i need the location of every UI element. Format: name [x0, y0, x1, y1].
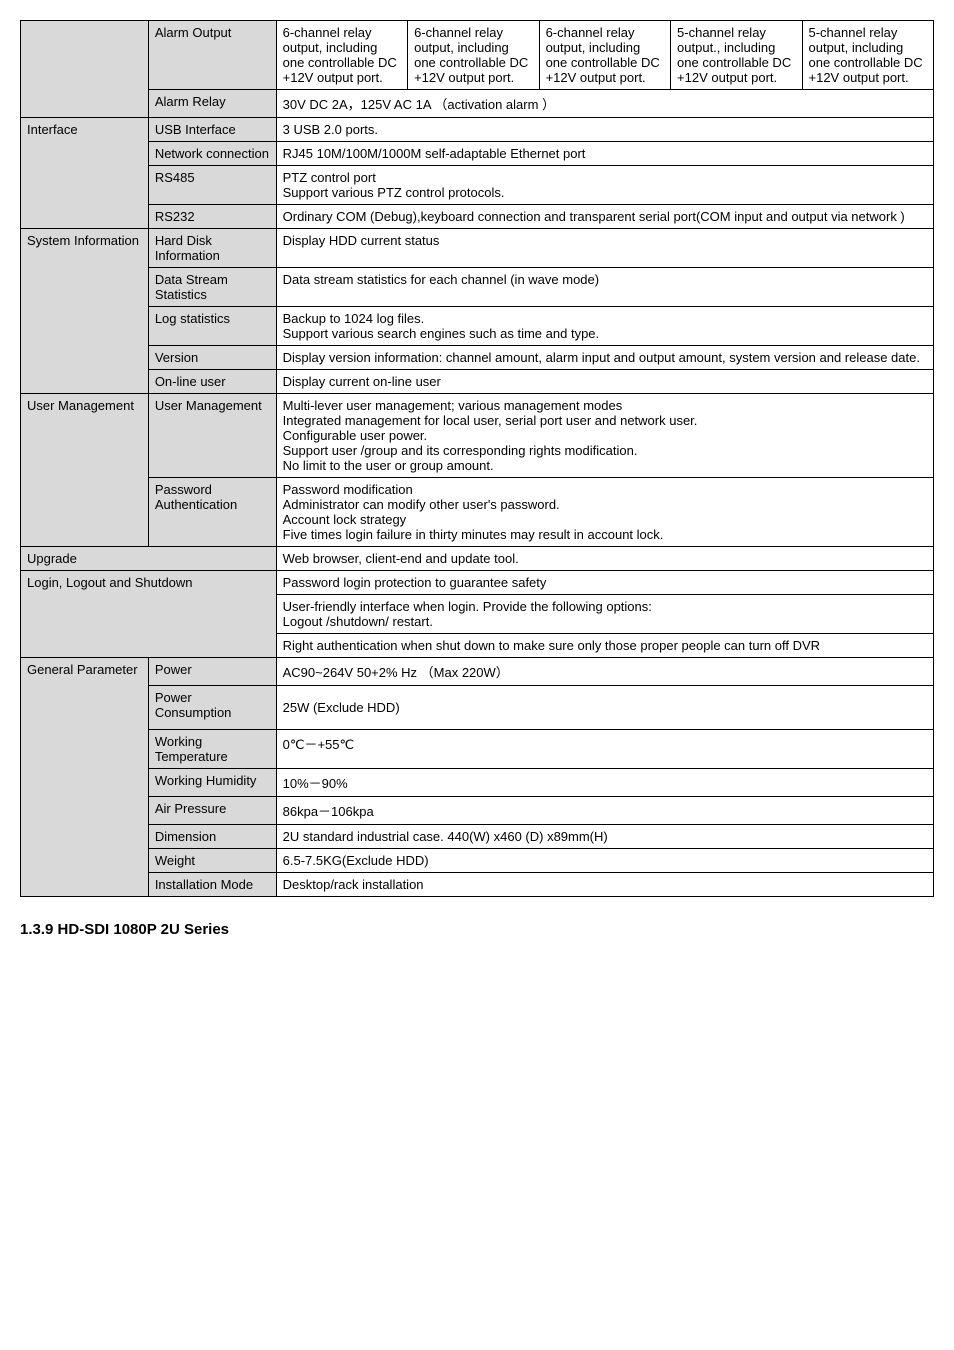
table-row: Password Authentication Password modific… [21, 478, 934, 547]
datastream-text: Data stream statistics for each channel … [276, 268, 933, 307]
table-row: System Information Hard Disk Information… [21, 229, 934, 268]
table-row: General Parameter Power AC90~264V 50+2% … [21, 658, 934, 686]
table-row: Weight 6.5-7.5KG(Exclude HDD) [21, 849, 934, 873]
subcat-rs232: RS232 [148, 205, 276, 229]
subcat-weight: Weight [148, 849, 276, 873]
table-row: User Management User Management Multi-le… [21, 394, 934, 478]
alarm-col-2: 6-channel relay output, including one co… [539, 21, 670, 90]
subcat-online: On-line user [148, 370, 276, 394]
category-usermgmt: User Management [21, 394, 149, 547]
subcat-rs485: RS485 [148, 166, 276, 205]
table-row: RS232 Ordinary COM (Debug),keyboard conn… [21, 205, 934, 229]
subcat-network: Network connection [148, 142, 276, 166]
working-temp-text: 0℃－+55℃ [276, 730, 933, 769]
login-r2: User-friendly interface when login. Prov… [276, 595, 933, 634]
alarm-col-0: 6-channel relay output, including one co… [276, 21, 407, 90]
category-general: General Parameter [21, 658, 149, 897]
log-text: Backup to 1024 log files. Support variou… [276, 307, 933, 346]
table-row: Alarm Output 6-channel relay output, inc… [21, 21, 934, 90]
installation-text: Desktop/rack installation [276, 873, 933, 897]
table-row: Installation Mode Desktop/rack installat… [21, 873, 934, 897]
alarm-col-1: 6-channel relay output, including one co… [408, 21, 539, 90]
subcat-password: Password Authentication [148, 478, 276, 547]
subcat-power: Power [148, 658, 276, 686]
password-text: Password modification Administrator can … [276, 478, 933, 547]
alarm-relay-text: 30V DC 2A，125V AC 1A （activation alarm ） [276, 90, 933, 118]
table-row: Power Consumption 25W (Exclude HDD) [21, 686, 934, 730]
subcat-installation: Installation Mode [148, 873, 276, 897]
hdd-text: Display HDD current status [276, 229, 933, 268]
subcat-log: Log statistics [148, 307, 276, 346]
subcat-air-pressure: Air Pressure [148, 797, 276, 825]
usermgmt-text: Multi-lever user management; various man… [276, 394, 933, 478]
subcat-datastream: Data Stream Statistics [148, 268, 276, 307]
network-text: RJ45 10M/100M/1000M self-adaptable Ether… [276, 142, 933, 166]
alarm-col-4: 5-channel relay output, including one co… [802, 21, 934, 90]
subcat-working-humidity: Working Humidity [148, 769, 276, 797]
category-login: Login, Logout and Shutdown [21, 571, 277, 658]
subcat-alarm-relay: Alarm Relay [148, 90, 276, 118]
table-row: Working Temperature 0℃－+55℃ [21, 730, 934, 769]
subcat-usb: USB Interface [148, 118, 276, 142]
category-cell-blank [21, 21, 149, 118]
category-sysinfo: System Information [21, 229, 149, 394]
table-row: Log statistics Backup to 1024 log files.… [21, 307, 934, 346]
subcat-alarm-output: Alarm Output [148, 21, 276, 90]
table-row: Air Pressure 86kpa－106kpa [21, 797, 934, 825]
category-upgrade: Upgrade [21, 547, 277, 571]
working-humidity-text: 10%－90% [276, 769, 933, 797]
subcat-usermgmt: User Management [148, 394, 276, 478]
table-row: Working Humidity 10%－90% [21, 769, 934, 797]
rs232-text: Ordinary COM (Debug),keyboard connection… [276, 205, 933, 229]
table-row: Login, Logout and Shutdown Password logi… [21, 571, 934, 595]
alarm-col-3: 5-channel relay output., including one c… [671, 21, 802, 90]
table-row: Dimension 2U standard industrial case. 4… [21, 825, 934, 849]
table-row: Version Display version information: cha… [21, 346, 934, 370]
login-r1: Password login protection to guarantee s… [276, 571, 933, 595]
table-row: RS485 PTZ control port Support various P… [21, 166, 934, 205]
usb-text: 3 USB 2.0 ports. [276, 118, 933, 142]
table-row: Interface USB Interface 3 USB 2.0 ports. [21, 118, 934, 142]
rs485-text: PTZ control port Support various PTZ con… [276, 166, 933, 205]
air-pressure-text: 86kpa－106kpa [276, 797, 933, 825]
version-text: Display version information: channel amo… [276, 346, 933, 370]
online-text: Display current on-line user [276, 370, 933, 394]
subcat-power-consumption: Power Consumption [148, 686, 276, 730]
subcat-version: Version [148, 346, 276, 370]
section-heading: 1.3.9 HD-SDI 1080P 2U Series [20, 921, 934, 938]
dimension-text: 2U standard industrial case. 440(W) x460… [276, 825, 933, 849]
power-consumption-text: 25W (Exclude HDD) [276, 686, 933, 730]
power-text: AC90~264V 50+2% Hz （Max 220W） [276, 658, 933, 686]
category-interface: Interface [21, 118, 149, 229]
table-row: Alarm Relay 30V DC 2A，125V AC 1A （activa… [21, 90, 934, 118]
table-row: On-line user Display current on-line use… [21, 370, 934, 394]
subcat-dimension: Dimension [148, 825, 276, 849]
table-row: Network connection RJ45 10M/100M/1000M s… [21, 142, 934, 166]
subcat-hdd: Hard Disk Information [148, 229, 276, 268]
spec-table: Alarm Output 6-channel relay output, inc… [20, 20, 934, 897]
table-row: Upgrade Web browser, client-end and upda… [21, 547, 934, 571]
upgrade-text: Web browser, client-end and update tool. [276, 547, 933, 571]
weight-text: 6.5-7.5KG(Exclude HDD) [276, 849, 933, 873]
table-row: Data Stream Statistics Data stream stati… [21, 268, 934, 307]
subcat-working-temp: Working Temperature [148, 730, 276, 769]
login-r3: Right authentication when shut down to m… [276, 634, 933, 658]
